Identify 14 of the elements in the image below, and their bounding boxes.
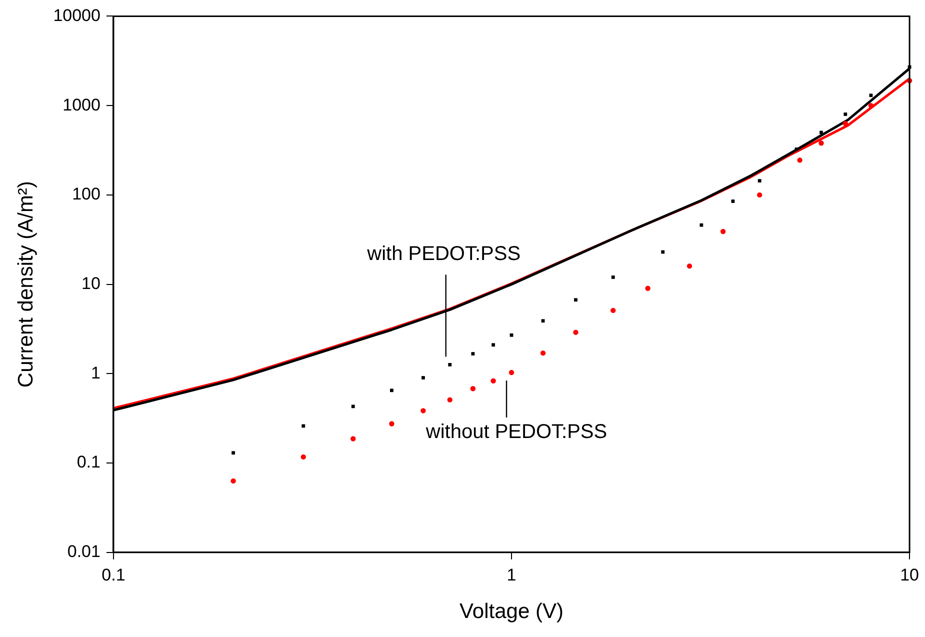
x-tick-label: 1 bbox=[506, 565, 516, 584]
y-tick-label: 0.01 bbox=[67, 542, 100, 562]
y-tick-label: 1000 bbox=[62, 95, 100, 114]
y-tick-label: 10000 bbox=[53, 6, 100, 25]
y-tick-label: 0.1 bbox=[76, 452, 100, 472]
y-tick-label: 1 bbox=[91, 363, 100, 382]
y-tick-label: 10 bbox=[82, 274, 100, 293]
annotation: without PEDOT:PSS bbox=[424, 421, 608, 444]
y-axis-title: Current density (A/m²) bbox=[14, 181, 38, 388]
x-axis-title: Voltage (V) bbox=[460, 600, 564, 624]
y-tick-label: 100 bbox=[72, 184, 100, 204]
x-tick-label: 0.1 bbox=[102, 565, 126, 584]
x-tick-label: 10 bbox=[900, 565, 920, 584]
annotation: with PEDOT:PSS bbox=[366, 243, 521, 266]
